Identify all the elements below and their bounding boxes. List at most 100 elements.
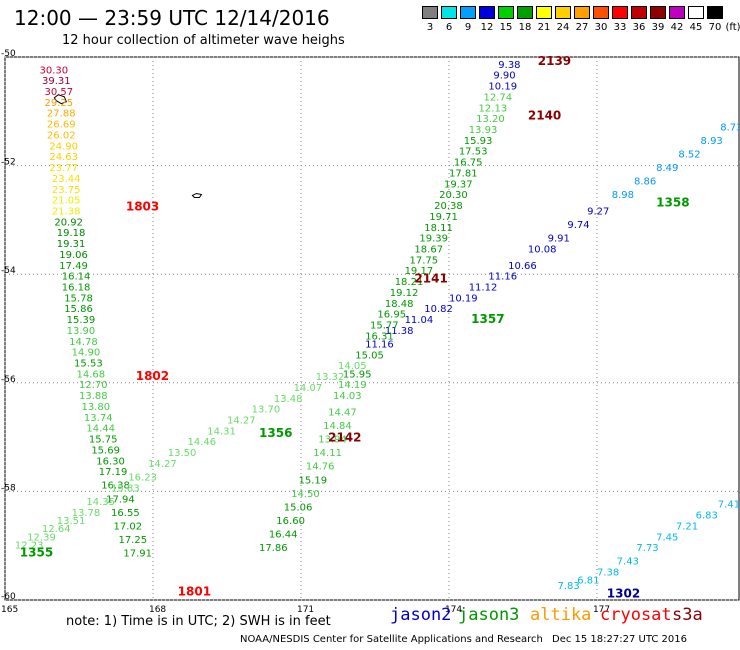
- pass-id-label: 1302: [607, 586, 640, 600]
- swh-value: 19.37: [444, 179, 473, 190]
- swh-value: 17.81: [449, 168, 478, 179]
- swh-value: 19.06: [59, 250, 88, 261]
- swh-value: 8.98: [612, 190, 634, 201]
- swh-value: 13.94: [318, 435, 347, 446]
- swh-value: 14.76: [306, 462, 335, 473]
- swh-value: 18.48: [385, 299, 414, 310]
- swh-value: 10.19: [449, 293, 478, 304]
- scale-swatch: [498, 6, 514, 19]
- swh-value: 26.02: [47, 130, 76, 141]
- swh-value: 14.35: [86, 497, 115, 508]
- scale-label: 70: [708, 22, 722, 33]
- map-subtitle: 12 hour collection of altimeter wave hei…: [62, 33, 345, 48]
- swh-value: 27.88: [47, 109, 76, 120]
- scale-swatch: [593, 6, 609, 19]
- swh-value: 18.67: [414, 244, 443, 255]
- swh-value: 14.68: [77, 369, 106, 380]
- swh-value: 17.02: [114, 521, 143, 532]
- map-title: 12:00 — 23:59 UTC 12/14/2016: [14, 6, 330, 30]
- swh-value: 13.48: [274, 394, 303, 405]
- swh-value: 19.12: [390, 288, 419, 299]
- swh-value: 19.71: [429, 212, 458, 223]
- satellite-name: cryosat: [600, 605, 672, 625]
- swh-value: 11.16: [365, 340, 394, 351]
- pass-id-label: 1356: [259, 426, 292, 440]
- swh-value: 9.74: [567, 220, 589, 231]
- scale-label: 6: [445, 22, 453, 33]
- swh-value: 16.38: [101, 481, 130, 492]
- swh-value: 9.90: [493, 71, 515, 82]
- swh-value: 14.07: [294, 383, 323, 394]
- satellite-name: s3a: [672, 605, 703, 625]
- scale-label: 18: [518, 22, 532, 33]
- map-frame: [4, 56, 740, 601]
- swh-value: 15.93: [464, 136, 493, 147]
- swh-value: 7.21: [676, 521, 698, 532]
- scale-label: 30: [594, 22, 608, 33]
- swh-value: 23.44: [52, 174, 81, 185]
- swh-value: 7.45: [656, 532, 678, 543]
- swh-value: 14.11: [313, 448, 342, 459]
- swh-value: 17.25: [118, 535, 147, 546]
- swh-value: 19.39: [419, 234, 448, 245]
- pass-id-label: 2140: [528, 108, 561, 122]
- lat-tick-label: -52: [1, 158, 16, 168]
- scale-label: 33: [613, 22, 627, 33]
- swh-value: 9.27: [587, 206, 609, 217]
- scale-label: 12: [480, 22, 494, 33]
- swh-value: 14.46: [188, 437, 217, 448]
- swh-value: 21.05: [52, 196, 81, 207]
- swh-value: 12.23: [15, 540, 44, 551]
- swh-value: 14.05: [338, 361, 367, 372]
- scale-swatch: [460, 6, 476, 19]
- swh-value: 8.73: [720, 122, 740, 133]
- pass-id-label: 1357: [471, 312, 504, 326]
- swh-value: 30.57: [44, 87, 73, 98]
- swh-value: 21.38: [52, 206, 81, 217]
- swh-value: 13.32: [316, 372, 345, 383]
- generation-timestamp: Dec 15 18:27:27 UTC 2016: [552, 634, 687, 645]
- swh-value: 13.74: [84, 413, 113, 424]
- swh-value: 16.14: [62, 272, 91, 283]
- swh-value: 13.80: [81, 402, 110, 413]
- scale-swatch: [422, 6, 438, 19]
- swh-value: 14.27: [227, 416, 256, 427]
- swh-value: 13.93: [469, 125, 498, 136]
- swh-value: 14.19: [338, 380, 367, 391]
- swh-value: 15.86: [64, 304, 93, 315]
- lon-tick-label: 174: [445, 605, 462, 615]
- scale-label: 9: [464, 22, 472, 33]
- swh-value: 6.81: [577, 576, 599, 587]
- swh-value: 24.90: [49, 141, 78, 152]
- lon-tick-label: 168: [149, 605, 166, 615]
- pass-id-label: 1803: [126, 200, 159, 214]
- scale-label: 24: [556, 22, 570, 33]
- satellite-name: jason2: [390, 605, 452, 625]
- swh-value: 17.19: [99, 467, 128, 478]
- swh-value: 15.83: [111, 483, 140, 494]
- swh-value: 15.95: [343, 369, 372, 380]
- swh-value: 24.63: [49, 152, 78, 163]
- swh-value: 16.60: [276, 516, 305, 527]
- lon-tick-label: 165: [1, 605, 18, 615]
- swh-value: 14.84: [323, 421, 352, 432]
- scale-swatch: [517, 6, 533, 19]
- swh-value: 23.75: [52, 185, 81, 196]
- scale-swatch: [555, 6, 571, 19]
- scale-label: 15: [499, 22, 513, 33]
- scale-swatch: [612, 6, 628, 19]
- swh-value: 29.25: [44, 98, 73, 109]
- swh-value: 10.08: [528, 244, 557, 255]
- swh-value: 12.64: [42, 524, 71, 535]
- island-outline: [191, 192, 203, 198]
- swh-value: 13.51: [57, 516, 86, 527]
- pass-id-label: 1355: [20, 546, 53, 560]
- lon-tick-label: 171: [297, 605, 314, 615]
- scale-label: 45: [689, 22, 703, 33]
- scale-swatch: [479, 6, 495, 19]
- swh-value: 20.30: [439, 190, 468, 201]
- pass-id-label: 2139: [538, 54, 571, 68]
- swh-value: 26.69: [47, 120, 76, 131]
- swh-value: 19.17: [405, 266, 434, 277]
- scale-label: 39: [651, 22, 665, 33]
